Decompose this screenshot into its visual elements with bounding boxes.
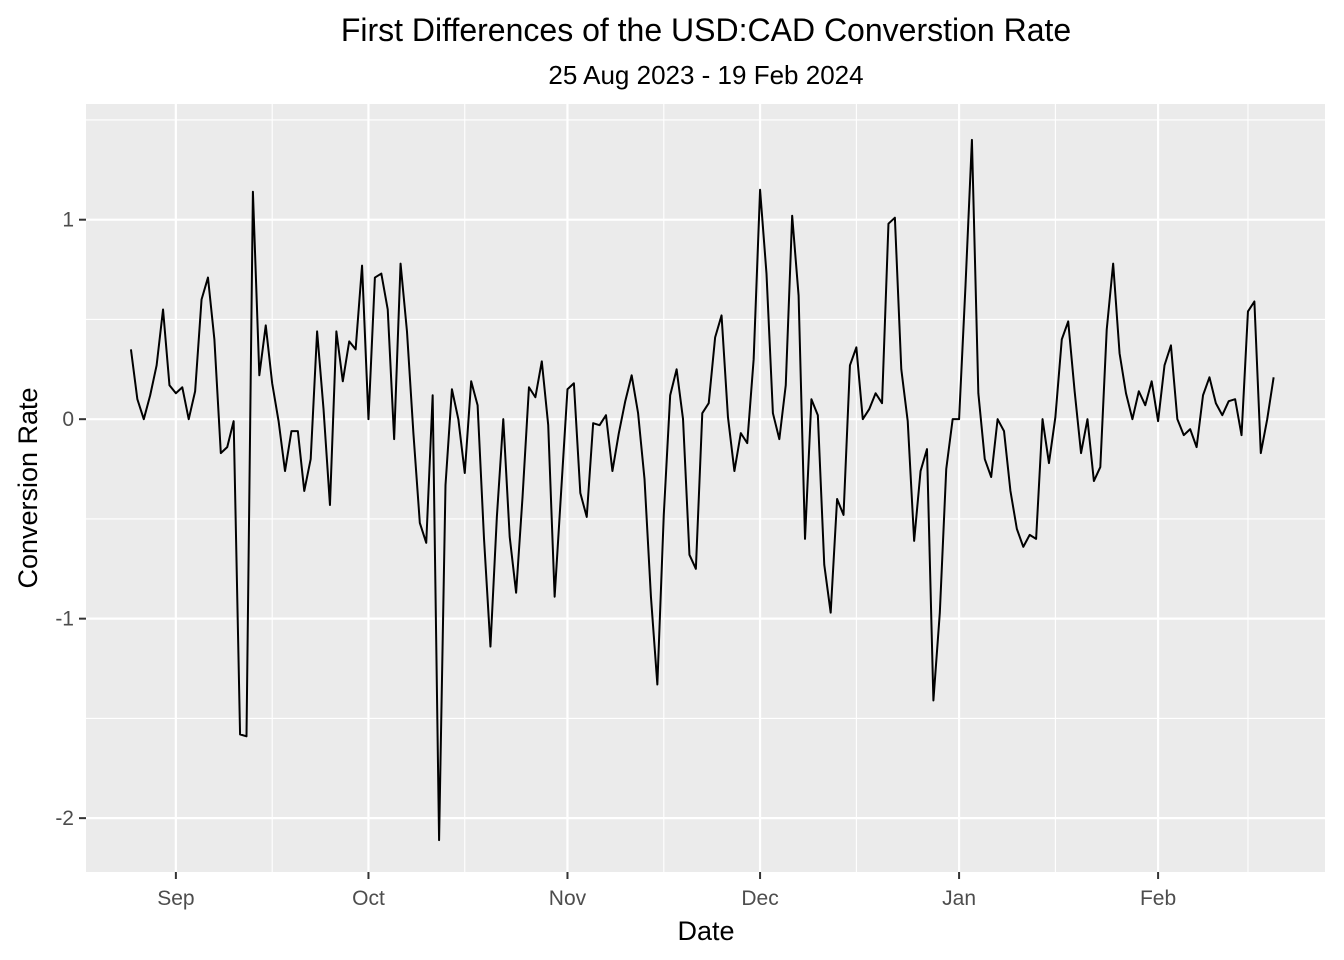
x-axis-title: Date (677, 916, 734, 946)
x-tick-label: Oct (352, 887, 385, 910)
series-layer (129, 138, 1275, 842)
plot-panel (86, 104, 1325, 872)
chart-subtitle: 25 Aug 2023 - 19 Feb 2024 (548, 60, 863, 90)
minor-gridlines (86, 104, 1325, 872)
x-tick-label: Feb (1140, 887, 1176, 910)
y-tick-label: -2 (55, 807, 74, 830)
x-tick-label: Sep (157, 887, 194, 910)
chart-title: First Differences of the USD:CAD Convers… (341, 12, 1071, 48)
y-axis: 1 0 -1 -2 (55, 209, 86, 830)
y-tick-label: 0 (62, 408, 74, 431)
x-axis: Sep Oct Nov Dec Jan Feb (157, 872, 1176, 910)
x-tick-label: Dec (741, 887, 778, 910)
x-tick-label: Nov (549, 887, 587, 910)
y-axis-title: Conversion Rate (13, 387, 43, 588)
major-gridlines (86, 104, 1325, 872)
y-tick-label: -1 (55, 608, 74, 631)
series-line (129, 138, 1275, 842)
y-tick-label: 1 (62, 209, 74, 232)
x-tick-label: Jan (942, 887, 976, 910)
